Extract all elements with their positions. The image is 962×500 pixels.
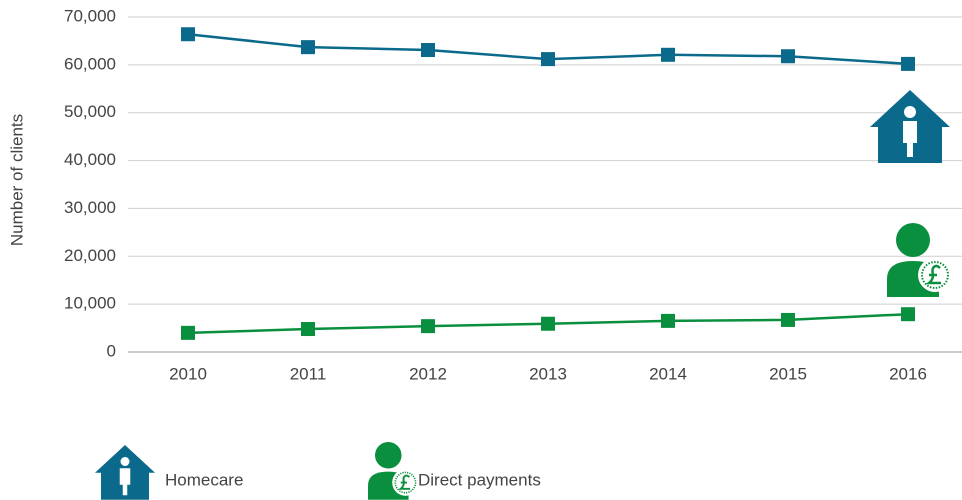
y-tick-label: 20,000 xyxy=(64,246,116,265)
marker xyxy=(901,56,915,71)
marker xyxy=(781,49,795,64)
homecare-icon xyxy=(870,90,950,163)
y-tick-label: 0 xyxy=(107,341,116,360)
marker xyxy=(181,27,195,42)
marker xyxy=(421,43,435,58)
marker xyxy=(661,313,675,328)
y-tick-label: 40,000 xyxy=(64,150,116,169)
x-tick-label: 2012 xyxy=(409,364,447,383)
y-axis-label: Number of clients xyxy=(7,114,26,246)
y-tick-label: 50,000 xyxy=(64,102,116,121)
x-tick-label: 2013 xyxy=(529,364,567,383)
marker xyxy=(421,319,435,334)
y-tick-label: 10,000 xyxy=(64,294,116,313)
x-tick-label: 2011 xyxy=(290,364,327,383)
legend-label: Direct payments xyxy=(418,470,541,489)
legend-label: Homecare xyxy=(165,470,243,489)
legend-direct-payments-icon xyxy=(367,441,420,500)
marker xyxy=(541,316,555,331)
x-tick-label: 2016 xyxy=(889,364,927,383)
marker xyxy=(541,52,555,67)
marker xyxy=(661,47,675,62)
marker xyxy=(301,40,315,55)
y-tick-label: 60,000 xyxy=(64,54,116,73)
x-tick-label: 2015 xyxy=(769,364,807,383)
y-tick-label: 70,000 xyxy=(64,6,116,25)
y-tick-label: 30,000 xyxy=(64,198,116,217)
x-tick-label: 2010 xyxy=(169,364,207,383)
marker xyxy=(181,325,195,340)
legend-homecare-icon xyxy=(95,445,155,500)
x-tick-label: 2014 xyxy=(649,364,687,383)
marker xyxy=(301,322,315,337)
direct-payments-icon xyxy=(885,221,954,299)
marker xyxy=(781,312,795,327)
marker xyxy=(901,307,915,322)
